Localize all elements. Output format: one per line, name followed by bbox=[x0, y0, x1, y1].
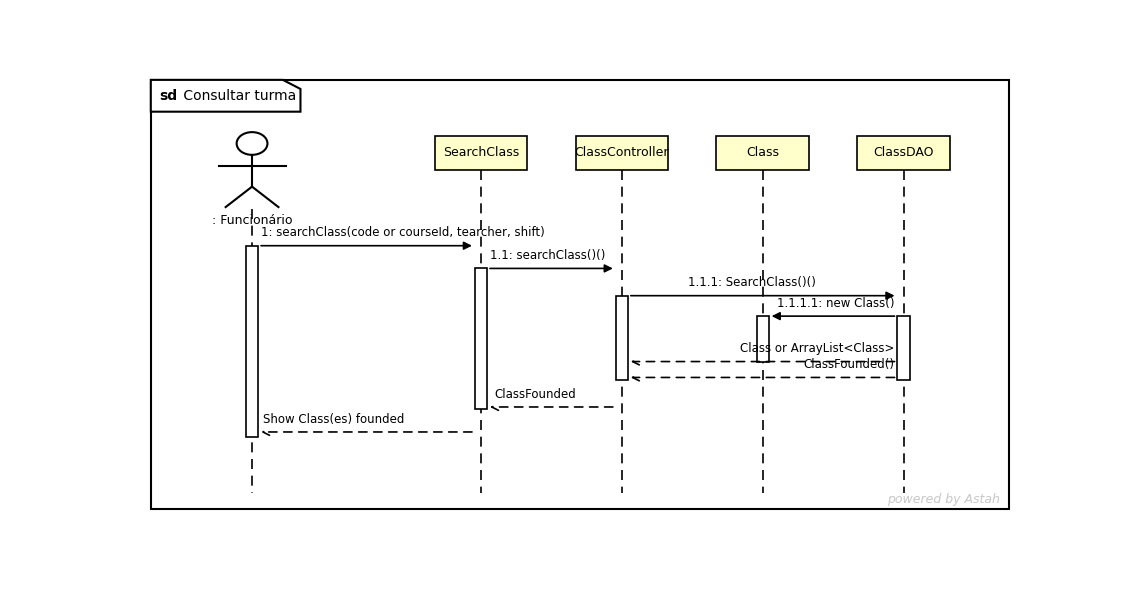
Text: Class or ArrayList<Class>: Class or ArrayList<Class> bbox=[741, 342, 895, 355]
Text: Show Class(es) founded: Show Class(es) founded bbox=[264, 412, 404, 425]
Bar bbox=[757, 316, 769, 362]
Text: 1.1: searchClass()(): 1.1: searchClass()() bbox=[490, 249, 605, 262]
Polygon shape bbox=[151, 80, 300, 112]
Ellipse shape bbox=[236, 132, 267, 155]
Text: ClassFounded: ClassFounded bbox=[494, 388, 576, 401]
Bar bbox=[616, 296, 628, 380]
Text: 1: searchClass(code or courseId, tearcher, shift): 1: searchClass(code or courseId, tearche… bbox=[261, 227, 544, 240]
Bar bbox=[435, 136, 527, 169]
Text: SearchClass: SearchClass bbox=[443, 146, 519, 159]
Bar bbox=[475, 268, 487, 409]
Text: ClassDAO: ClassDAO bbox=[874, 146, 934, 159]
Bar bbox=[717, 136, 809, 169]
Text: Class: Class bbox=[746, 146, 779, 159]
Text: sd: sd bbox=[159, 88, 177, 103]
Bar bbox=[858, 136, 950, 169]
Bar bbox=[245, 245, 258, 437]
Text: Consultar turma: Consultar turma bbox=[179, 88, 296, 103]
Text: ClassFounded(): ClassFounded() bbox=[804, 358, 895, 371]
Text: ClassController: ClassController bbox=[575, 146, 669, 159]
Bar bbox=[576, 136, 668, 169]
Text: 1.1.1.1: new Class(): 1.1.1.1: new Class() bbox=[777, 297, 895, 310]
Text: : Funcionário: : Funcionário bbox=[211, 214, 292, 227]
Text: 1.1.1: SearchClass()(): 1.1.1: SearchClass()() bbox=[687, 276, 816, 289]
Bar bbox=[897, 316, 910, 380]
Text: powered by Astah: powered by Astah bbox=[887, 493, 1001, 506]
